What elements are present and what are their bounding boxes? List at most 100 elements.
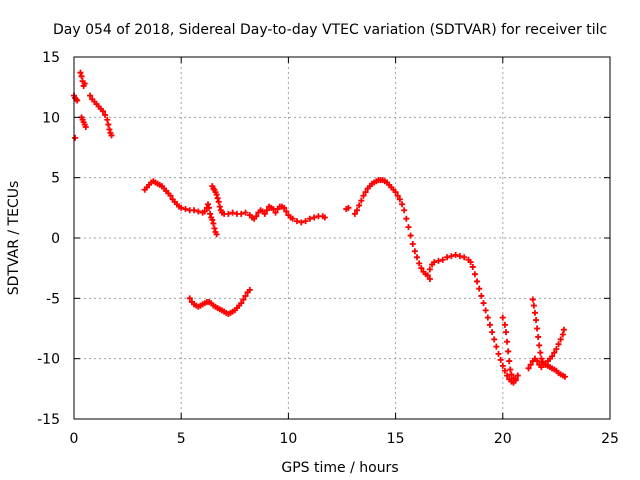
data-point <box>512 376 519 383</box>
data-point <box>456 253 463 260</box>
data-point <box>555 341 562 348</box>
data-point <box>191 207 198 214</box>
y-tick-label: -5 <box>46 291 60 307</box>
data-point <box>480 300 487 307</box>
data-point <box>99 108 106 115</box>
data-point <box>414 254 421 261</box>
data-point <box>508 371 515 378</box>
data-point <box>74 97 81 104</box>
data-point <box>557 336 564 343</box>
data-point <box>435 257 442 264</box>
x-tick-label: 10 <box>279 431 297 447</box>
data-point <box>431 259 438 266</box>
data-point <box>240 296 247 303</box>
data-point <box>497 356 504 363</box>
data-point <box>354 207 361 214</box>
data-point <box>503 329 510 336</box>
data-point <box>392 189 399 196</box>
data-point <box>209 216 216 223</box>
x-axis-label: GPS time / hours <box>281 460 398 476</box>
data-point <box>214 195 221 202</box>
data-point <box>416 260 423 267</box>
data-point <box>504 338 511 345</box>
data-point <box>418 265 425 272</box>
data-point <box>281 204 288 211</box>
data-point <box>499 362 506 369</box>
data-point <box>78 73 85 80</box>
data-point <box>321 214 328 221</box>
data-point <box>106 126 113 133</box>
data-point <box>405 224 412 231</box>
data-point <box>536 342 543 349</box>
data-point <box>534 325 541 332</box>
data-point <box>478 292 485 299</box>
data-point <box>253 213 260 220</box>
data-point <box>411 248 418 255</box>
x-tick-label: 0 <box>70 431 79 447</box>
data-point <box>527 361 534 368</box>
y-tick-label: -10 <box>37 352 60 368</box>
data-point <box>293 218 300 225</box>
data-point <box>396 196 403 203</box>
data-point <box>178 204 185 211</box>
data-point <box>289 215 296 222</box>
data-point <box>399 201 406 208</box>
y-axis-label: SDTVAR / TECUs <box>6 181 22 296</box>
data-point <box>213 191 220 198</box>
data-point <box>302 218 309 225</box>
data-point <box>551 349 558 356</box>
data-point <box>499 314 506 321</box>
data-point <box>538 364 545 371</box>
data-point <box>469 263 476 270</box>
data-point <box>358 197 365 204</box>
data-point <box>560 326 567 333</box>
data-point <box>261 210 268 217</box>
data-points <box>71 69 568 386</box>
data-point <box>167 192 174 199</box>
data-point <box>482 307 489 314</box>
data-point <box>210 220 217 227</box>
data-point <box>452 251 459 258</box>
y-tick-label: -15 <box>37 412 60 428</box>
data-point <box>525 365 532 372</box>
x-axis-ticks: 0 5 10 15 20 25 <box>70 57 619 447</box>
data-point <box>72 134 79 141</box>
data-point <box>102 111 109 118</box>
y-tick-label: 0 <box>51 231 60 247</box>
data-point <box>549 353 556 360</box>
data-point <box>242 292 249 299</box>
data-point <box>306 215 313 222</box>
data-point <box>426 266 433 273</box>
x-tick-label: 20 <box>494 431 512 447</box>
x-tick-label: 25 <box>601 431 619 447</box>
data-point <box>538 355 545 362</box>
data-point <box>444 254 451 261</box>
data-point <box>424 272 431 279</box>
data-point <box>360 192 367 199</box>
data-point <box>493 343 500 350</box>
data-point <box>535 333 542 340</box>
data-point <box>495 350 502 357</box>
data-point <box>82 123 89 130</box>
data-point <box>105 121 112 128</box>
data-point <box>439 256 446 263</box>
data-point <box>403 215 410 222</box>
data-point <box>77 69 84 76</box>
data-point <box>242 209 249 216</box>
data-point <box>283 208 290 215</box>
data-point <box>491 336 498 343</box>
data-point <box>530 302 537 309</box>
y-tick-label: 15 <box>42 50 60 66</box>
data-point <box>263 207 270 214</box>
data-point <box>238 210 245 217</box>
data-point <box>211 225 218 232</box>
data-point <box>186 295 193 302</box>
data-point <box>504 372 511 379</box>
data-point <box>471 271 478 278</box>
data-point <box>182 206 189 213</box>
data-point <box>213 231 220 238</box>
data-point <box>351 210 358 217</box>
data-point <box>501 321 508 328</box>
data-point <box>448 253 455 260</box>
data-point <box>501 367 508 374</box>
